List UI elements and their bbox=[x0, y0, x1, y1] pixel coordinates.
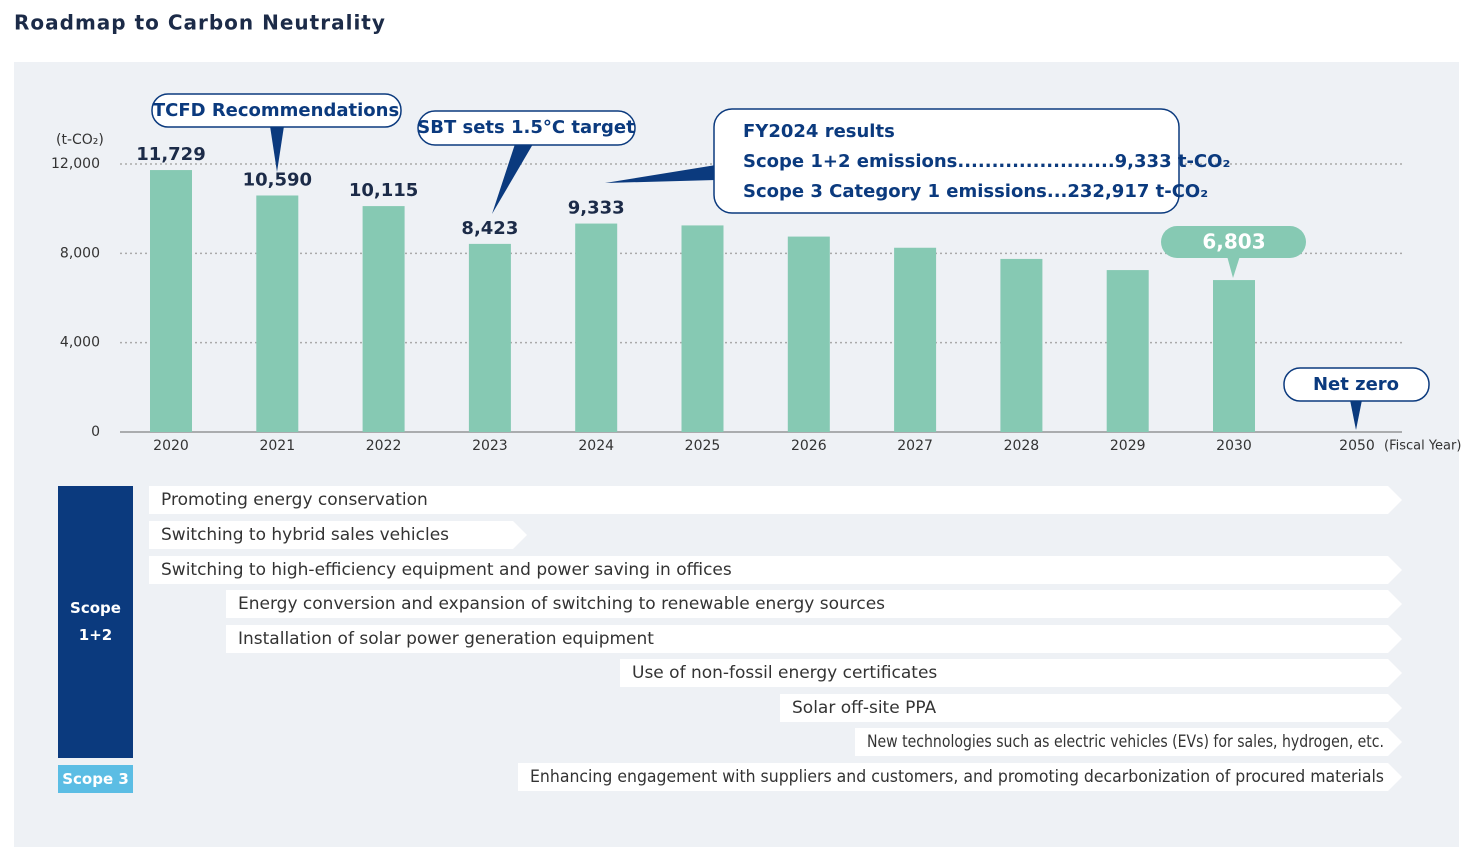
bar bbox=[256, 195, 299, 432]
measure-label: Enhancing engagement with suppliers and … bbox=[530, 767, 1384, 787]
results-title: FY2024 results bbox=[743, 121, 895, 142]
x-tick-label: 2028 bbox=[1004, 438, 1040, 454]
measure-arrow bbox=[226, 590, 1402, 618]
callout-sbt: SBT sets 1.5°C target bbox=[417, 110, 636, 214]
bar bbox=[681, 225, 724, 432]
x-tick-label: 2022 bbox=[366, 438, 402, 454]
callout-target bbox=[1161, 226, 1306, 278]
bar bbox=[787, 236, 830, 432]
value-label: 10,590 bbox=[243, 169, 312, 190]
value-label: 8,423 bbox=[461, 218, 518, 239]
x-tick-label: 2030 bbox=[1216, 438, 1252, 454]
bar bbox=[362, 206, 405, 432]
measure-arrow bbox=[518, 763, 1402, 791]
bar bbox=[575, 223, 618, 432]
y-tick-label: 4,000 bbox=[60, 335, 100, 351]
bar bbox=[1213, 280, 1255, 432]
bar bbox=[894, 247, 937, 432]
measure-label: Installation of solar power generation e… bbox=[238, 629, 654, 649]
measure-label: Energy conversion and expansion of switc… bbox=[238, 594, 885, 614]
measure-arrow bbox=[149, 556, 1402, 584]
value-label: 6,803 bbox=[1202, 230, 1265, 254]
measure-arrow bbox=[780, 694, 1402, 722]
bar bbox=[1106, 270, 1149, 432]
scope-label: Scope 3 bbox=[62, 769, 129, 788]
measure-label: Promoting energy conservation bbox=[161, 490, 428, 510]
scope-box bbox=[58, 486, 133, 758]
x-tick-label: 2023 bbox=[472, 438, 508, 454]
measure-label: Use of non-fossil energy certificates bbox=[632, 663, 937, 683]
x-tick-label: 2024 bbox=[578, 438, 614, 454]
annotation: Net zero bbox=[1313, 374, 1399, 395]
x-axis-label: (Fiscal Year) bbox=[1384, 439, 1461, 454]
bar bbox=[150, 170, 192, 432]
annotation: TCFD Recommendations bbox=[153, 100, 399, 121]
callout-tcfd: TCFD Recommendations bbox=[151, 93, 402, 172]
x-tick-label: 2020 bbox=[153, 438, 189, 454]
y-tick-label: 0 bbox=[91, 424, 100, 440]
x-tick-label: 2027 bbox=[897, 438, 933, 454]
measure-label: Solar off-site PPA bbox=[792, 698, 936, 718]
measure-arrow bbox=[620, 659, 1402, 687]
measure-arrow bbox=[226, 625, 1402, 653]
measure-label: Switching to high-efficiency equipment a… bbox=[161, 560, 732, 580]
x-tick-label: 2029 bbox=[1110, 438, 1146, 454]
chart-title: Roadmap to Carbon Neutrality bbox=[14, 11, 386, 35]
scope-label: Scope 1+2 bbox=[70, 599, 121, 644]
measure-arrow bbox=[149, 521, 527, 549]
x-tick-label: 2021 bbox=[259, 438, 295, 454]
x-tick-label: 2050 bbox=[1339, 438, 1375, 454]
callout-net-zero: Net zero bbox=[1283, 367, 1430, 430]
measure-arrow bbox=[149, 486, 1402, 514]
results-line: Scope 3 Category 1 emissions...232,917 t… bbox=[743, 181, 1208, 202]
annotation: SBT sets 1.5°C target bbox=[417, 117, 635, 138]
x-tick-label: 2026 bbox=[791, 438, 827, 454]
bar bbox=[1000, 258, 1043, 432]
value-label: 11,729 bbox=[136, 144, 205, 165]
value-label: 10,115 bbox=[349, 180, 418, 201]
y-axis-label: (t-CO₂) bbox=[56, 132, 104, 148]
value-label: 9,333 bbox=[568, 198, 625, 219]
scope-box bbox=[58, 765, 133, 793]
measure-arrow bbox=[855, 728, 1402, 756]
measure-label: Switching to hybrid sales vehicles bbox=[161, 525, 449, 545]
results-line: Scope 1+2 emissions.....................… bbox=[743, 151, 1230, 172]
y-tick-label: 8,000 bbox=[60, 245, 100, 261]
callout-fy2024: FY2024 results Scope 1+2 emissions......… bbox=[605, 108, 1230, 214]
measure-label: New technologies such as electric vehicl… bbox=[867, 732, 1384, 752]
y-tick-label: 12,000 bbox=[51, 156, 100, 172]
x-tick-label: 2025 bbox=[685, 438, 721, 454]
bar bbox=[468, 243, 511, 432]
